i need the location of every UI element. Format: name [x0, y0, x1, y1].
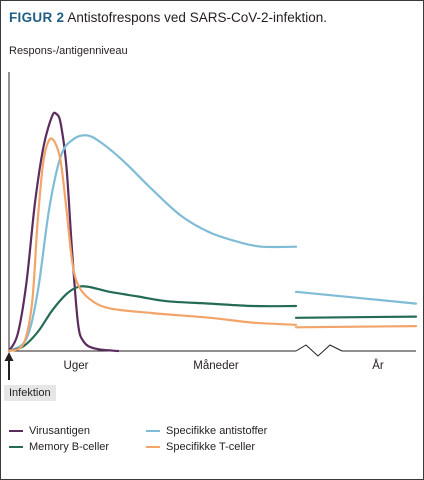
series-line-specifikke-t-celler [7, 137, 298, 353]
legend-item: Memory B-celler [9, 441, 109, 453]
legend-item: Virusantigen [9, 425, 90, 437]
series-line-specifikke-antistoffer [7, 134, 298, 353]
legend-swatch [9, 430, 23, 432]
legend-label: Memory B-celler [29, 441, 110, 453]
figure-title: FIGUR 2 Antistofrespons ved SARS-CoV-2-i… [9, 10, 327, 25]
legend-label: Virusantigen [29, 425, 90, 437]
legend-label: Specifikke T-celler [166, 441, 256, 453]
figure-label: FIGUR 2 [9, 10, 65, 25]
legend-swatch [146, 430, 160, 432]
legend-item: Specifikke T-celler [146, 441, 255, 453]
series-line-memory-b-celler [7, 285, 298, 353]
y-axis-label: Respons-/antigenniveau [9, 45, 128, 57]
infection-label: Infektion [4, 385, 56, 401]
legend-item: Specifikke antistoffer [146, 425, 267, 437]
series-line-after-break-specifikke-t-celler [294, 325, 418, 329]
x-axis-break-mark [295, 344, 343, 357]
legend-swatch [146, 446, 160, 448]
legend-swatch [9, 446, 23, 448]
series-line-after-break-memory-b-celler [294, 315, 418, 319]
x-segment-label: År [372, 359, 384, 372]
figure-title-text: Antistofrespons ved SARS-CoV-2-infektion… [67, 10, 327, 25]
series-line-virusantigen [7, 111, 120, 353]
series-line-after-break-specifikke-antistoffer [294, 290, 418, 305]
x-segment-label: Uger [64, 360, 89, 372]
infection-arrow-head [4, 352, 14, 361]
legend-label: Specifikke antistoffer [166, 425, 268, 437]
x-segment-label: Måneder [193, 360, 239, 372]
